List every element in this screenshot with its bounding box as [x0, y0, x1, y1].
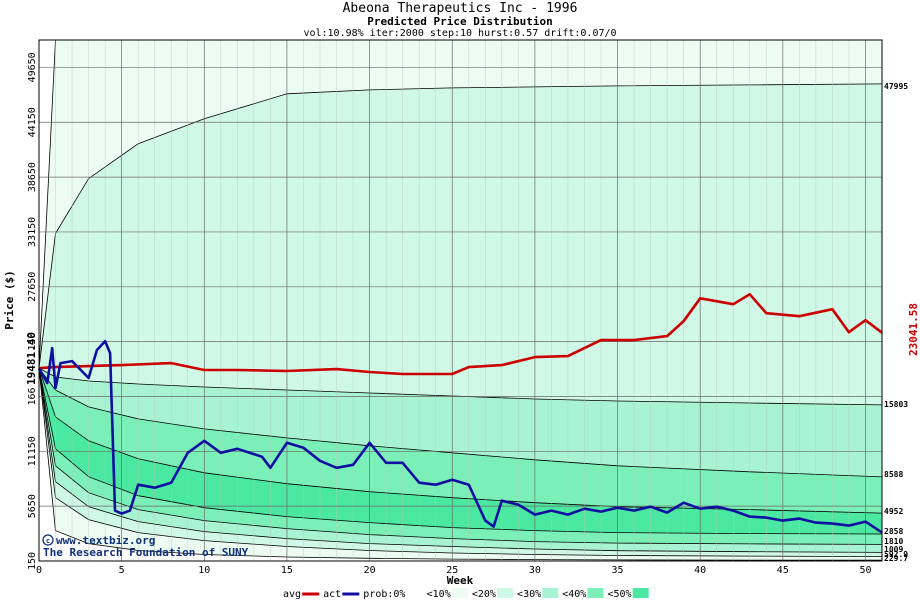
- y-tick-label: 5650: [27, 494, 38, 518]
- series-avg: [38, 292, 883, 376]
- legend-label: avg: [283, 589, 301, 600]
- band-edge-lower-3: [38, 368, 883, 553]
- y-axis-label: Price ($): [3, 270, 16, 330]
- legend-swatch: [497, 588, 514, 598]
- legend: avg act prob:0% <10% <20% <30% <40% <50%: [283, 588, 649, 600]
- x-axis-ticks: 0 5 10 15 20 25 30 35 40 45 50: [36, 565, 872, 576]
- band-edge-upper-3: [38, 367, 883, 406]
- y-tick-label: 49650: [27, 52, 38, 82]
- y-axis-ticks: 150 5650 11150 166 150 27650 33150 38650 44150 49…: [27, 52, 38, 570]
- x-tick-label: 50: [859, 565, 871, 576]
- right-label: 1810: [884, 537, 903, 546]
- right-label: 592.9: [884, 550, 908, 559]
- credits: c www.textbiz.org The Research Foundatio…: [42, 534, 249, 559]
- legend-label: <10%: [427, 589, 451, 600]
- chart-params: vol:10.98% iter:2000 step:10 hurst:0.57 …: [303, 28, 616, 39]
- legend-swatch: [451, 588, 468, 598]
- plot-frame: [38, 39, 883, 562]
- x-tick-label: 25: [446, 565, 458, 576]
- right-label: 4952: [884, 507, 903, 516]
- band-edge-upper-1: [38, 368, 883, 514]
- legend-swatch: [632, 588, 649, 598]
- band-edge-lower-5: [38, 368, 883, 561]
- legend-swatch: [587, 588, 604, 598]
- right-label: 1009: [884, 545, 903, 554]
- legend-label: <40%: [562, 589, 586, 600]
- x-tick-label: 15: [281, 565, 293, 576]
- probability-bands: [38, 39, 883, 561]
- series-lines: [37, 292, 883, 534]
- band-edge-upper-2: [38, 367, 883, 478]
- legend-label: <50%: [607, 589, 631, 600]
- right-label: 15803: [884, 400, 908, 409]
- band-1: [39, 368, 882, 534]
- x-tick-label: 20: [364, 565, 376, 576]
- legend-label: <20%: [472, 589, 496, 600]
- copyright-icon: [42, 534, 54, 546]
- legend-swatch: [406, 588, 423, 598]
- x-tick-label: 10: [198, 565, 210, 576]
- credit-org: The Research Foundation of SUNY: [43, 546, 249, 559]
- x-tick-label: 40: [694, 565, 706, 576]
- x-tick-label: 30: [529, 565, 541, 576]
- current-price-label: 23041.58: [907, 303, 920, 356]
- chart-title: Abeona Therapeutics Inc - 1996: [343, 1, 578, 16]
- x-tick-label: 0: [36, 565, 42, 576]
- start-price-label: 19481.40: [25, 332, 38, 385]
- legend-label: prob:0%: [363, 589, 405, 600]
- right-label: 47995: [884, 82, 908, 91]
- series-act: [37, 339, 883, 534]
- y-tick-label: 166: [27, 387, 38, 405]
- legend-label: act: [323, 589, 341, 600]
- band-edge-lower-4: [38, 368, 883, 557]
- y-tick-label: 11150: [27, 436, 38, 466]
- band-edge-lower-1: [38, 368, 883, 535]
- y-tick-label: 27650: [27, 272, 38, 302]
- y-tick-label: 150: [27, 333, 38, 351]
- chart-subtitle: Predicted Price Distribution: [367, 15, 552, 28]
- y-tick-label: 44150: [27, 107, 38, 137]
- right-label: 8588: [884, 470, 903, 479]
- y-tick-label: 33150: [27, 217, 38, 247]
- copyright-c: c: [46, 537, 50, 545]
- x-tick-label: 35: [612, 565, 624, 576]
- x-axis-label: Week: [447, 574, 474, 587]
- x-tick-label: 5: [119, 565, 125, 576]
- legend-swatch: [542, 588, 559, 598]
- credit-site: www.textbiz.org: [56, 534, 155, 547]
- band-edge-lower-2: [38, 368, 883, 545]
- band-edge-upper-4: [38, 83, 883, 369]
- chart-grid: [38, 40, 882, 562]
- right-label: 2858: [884, 527, 903, 536]
- y-tick-label: 150: [27, 552, 38, 570]
- right-label: 229.7: [884, 554, 908, 563]
- y-tick-label: 38650: [27, 162, 38, 192]
- x-tick-label: 45: [777, 565, 789, 576]
- legend-label: <30%: [517, 589, 541, 600]
